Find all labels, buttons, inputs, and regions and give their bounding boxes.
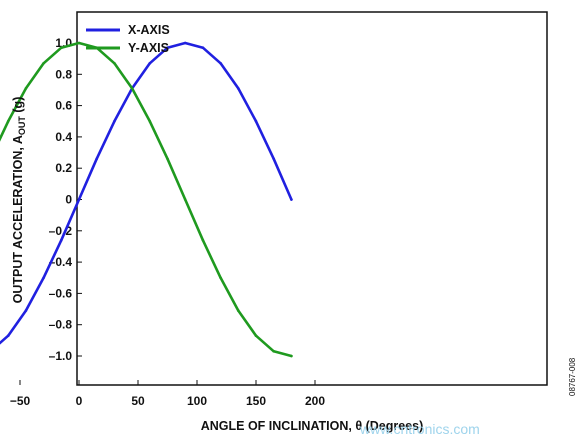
- data-point-x-axis: [113, 120, 116, 123]
- y-tick-label: –0.4: [49, 255, 73, 269]
- y-tick-label: 0.6: [55, 99, 72, 113]
- data-point-y-axis: [219, 276, 222, 280]
- data-point-y-axis: [42, 62, 45, 65]
- y-tick-label: –0.6: [49, 286, 73, 300]
- series-line-x-axis: [0, 41, 293, 345]
- y-ticks: 1.00.80.60.40.20–0.2–0.4–0.6–0.8–1.0: [49, 36, 82, 363]
- y-tick-label: 0: [65, 193, 72, 207]
- legend-label-y-axis: Y-AXIS: [128, 41, 169, 55]
- series-lines: [0, 41, 293, 358]
- data-point-y-axis: [237, 309, 240, 312]
- watermark: www.cntronics.com: [359, 421, 480, 437]
- data-point-y-axis: [254, 334, 258, 338]
- data-point-x-axis: [237, 87, 240, 90]
- legend: X-AXIS Y-AXIS: [86, 23, 170, 55]
- x-tick-label: 100: [187, 394, 207, 408]
- data-point-y-axis: [290, 354, 293, 358]
- data-point-x-axis: [60, 238, 63, 242]
- y-tick-label: –1.0: [49, 349, 73, 363]
- data-point-y-axis: [183, 198, 187, 201]
- y-tick-label: 0.2: [55, 161, 72, 175]
- data-point-x-axis: [166, 46, 169, 49]
- y-tick-label: 0.8: [55, 67, 72, 81]
- data-point-y-axis: [130, 87, 134, 90]
- y-axis-title-main: OUTPUT ACCELERATION, A: [11, 135, 25, 303]
- figure-id: 08767-008: [568, 357, 577, 396]
- data-point-x-axis: [290, 198, 293, 201]
- x-tick-label: 50: [131, 394, 145, 408]
- data-point-x-axis: [254, 120, 258, 123]
- x-tick-label: 150: [246, 394, 266, 408]
- data-point-y-axis: [113, 62, 116, 65]
- data-point-x-axis: [272, 157, 276, 161]
- data-point-x-axis: [201, 46, 205, 49]
- data-point-y-axis: [24, 87, 28, 90]
- data-point-x-axis: [219, 62, 222, 65]
- y-tick-label: 0.4: [55, 130, 72, 144]
- series-line-y-axis: [0, 41, 293, 358]
- data-point-x-axis: [148, 62, 152, 65]
- data-point-x-axis: [77, 198, 81, 201]
- x-tick-label: 200: [305, 394, 325, 408]
- data-point-y-axis: [201, 238, 205, 242]
- data-point-y-axis: [77, 41, 81, 45]
- plot-frame: [76, 11, 548, 386]
- y-axis-title: OUTPUT ACCELERATION, AOUT (g): [11, 97, 27, 304]
- y-axis-title-subscript: OUT: [17, 116, 27, 136]
- data-point-y-axis: [6, 120, 10, 123]
- data-point-x-axis: [95, 157, 98, 161]
- data-point-y-axis: [60, 46, 63, 49]
- y-tick-label: –0.8: [49, 318, 73, 332]
- data-point-x-axis: [24, 309, 28, 312]
- y-axis-title-unit: (g): [11, 97, 25, 116]
- data-point-x-axis: [42, 276, 45, 280]
- legend-label-x-axis: X-AXIS: [128, 23, 170, 37]
- data-point-y-axis: [166, 157, 169, 161]
- data-point-y-axis: [272, 350, 276, 353]
- x-tick-label: 0: [76, 394, 83, 408]
- data-point-x-axis: [183, 41, 187, 45]
- x-axis-title: ANGLE OF INCLINATION, θ (Degrees): [201, 419, 424, 433]
- data-point-x-axis: [6, 334, 10, 338]
- data-point-y-axis: [148, 120, 152, 123]
- x-tick-label: −50: [10, 394, 31, 408]
